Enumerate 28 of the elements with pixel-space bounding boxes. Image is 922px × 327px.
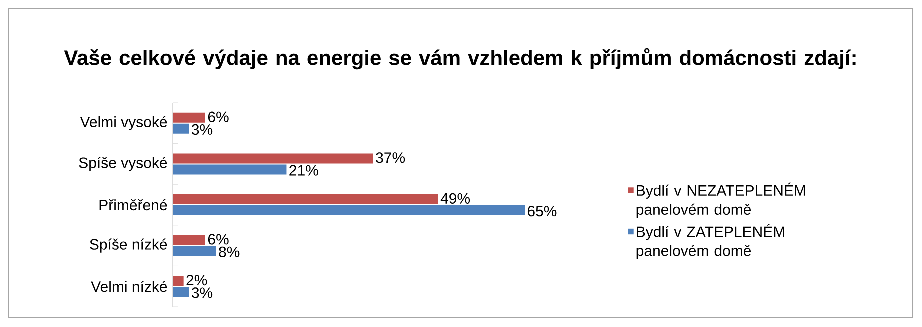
bar bbox=[173, 154, 374, 164]
y-tick-label: Spíše vysoké bbox=[79, 157, 168, 172]
bar bbox=[173, 112, 206, 123]
bar bbox=[173, 287, 190, 298]
data-label: 65% bbox=[528, 206, 557, 217]
y-tick-label: Přiměřené bbox=[100, 199, 168, 211]
bar bbox=[173, 235, 206, 246]
data-label: 21% bbox=[290, 165, 318, 176]
legend-label: Bydlí v ZATEPLENÉM panelovém domě bbox=[636, 224, 784, 260]
bar bbox=[173, 276, 184, 286]
data-label: 3% bbox=[192, 288, 213, 298]
bar bbox=[173, 124, 190, 134]
data-label: 3% bbox=[192, 124, 213, 136]
data-label: 2% bbox=[186, 274, 208, 286]
y-tick-label: Velmi nízké bbox=[91, 281, 168, 292]
data-label: 49% bbox=[440, 193, 470, 204]
bar bbox=[173, 246, 216, 256]
bar bbox=[173, 206, 525, 216]
legend-label: Bydlí v NEZATEPLENÉM panelovém domě bbox=[636, 182, 806, 218]
y-tick-label: Spíše nízké bbox=[90, 238, 168, 253]
data-label: 6% bbox=[208, 112, 229, 122]
bar bbox=[173, 194, 438, 205]
data-label: 37% bbox=[376, 152, 406, 164]
chart-title: Vaše celkové výdaje na energie se vám vzhledem k příjmům domácnosti zdají: bbox=[64, 48, 856, 70]
data-label: 6% bbox=[208, 234, 229, 245]
y-tick-label: Velmi vysoké bbox=[80, 116, 168, 130]
data-label: 8% bbox=[219, 246, 240, 258]
bar bbox=[173, 164, 287, 175]
